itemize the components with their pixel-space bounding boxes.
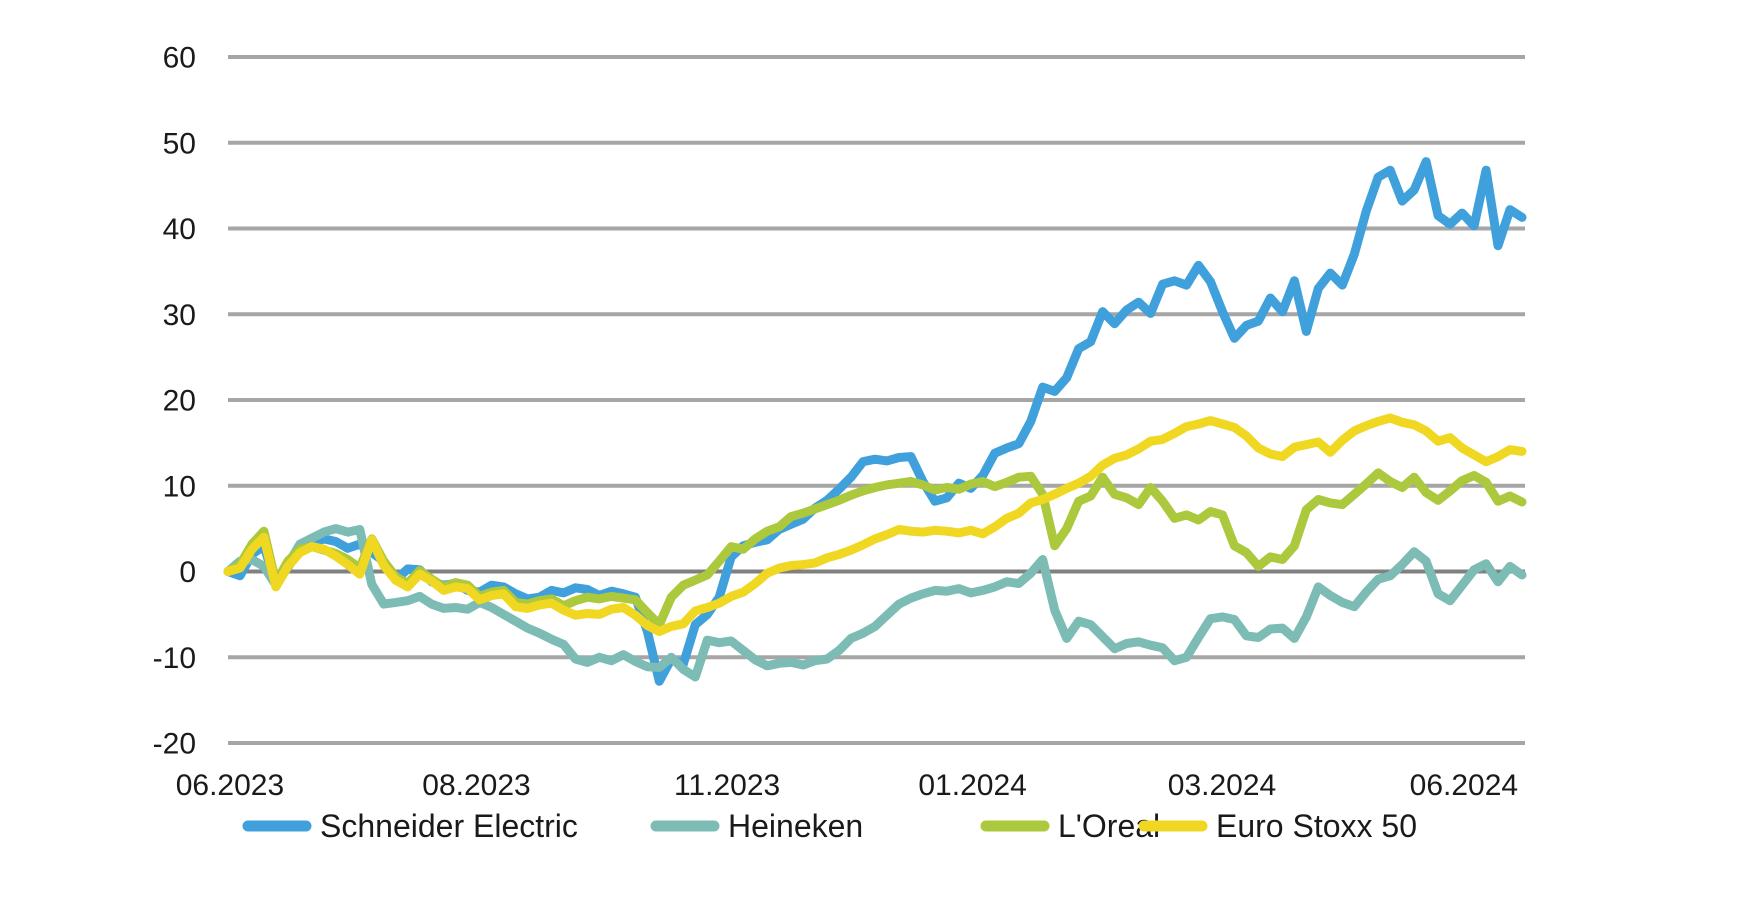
series-line-schneider-electric xyxy=(223,157,1527,686)
y-axis-tick-label: 0 xyxy=(179,556,196,589)
y-axis-tick-label: 10 xyxy=(163,470,196,503)
x-axis-tick-label: 08.2023 xyxy=(422,769,530,802)
y-axis-tick-label: -20 xyxy=(153,728,196,761)
x-axis-tick-label: 03.2024 xyxy=(1168,769,1276,802)
legend-label-heineken: Heineken xyxy=(728,808,863,844)
y-axis-tick-label: 60 xyxy=(163,42,196,75)
y-axis-tick-label: -10 xyxy=(153,642,196,675)
y-axis-tick-label: 50 xyxy=(163,127,196,160)
legend-label-euro-stoxx-50: Euro Stoxx 50 xyxy=(1216,808,1417,844)
y-axis-tick-label: 20 xyxy=(163,385,196,418)
series-line-heineken xyxy=(223,524,1527,682)
x-axis-tick-label: 11.2023 xyxy=(674,769,780,802)
series-line-euro-stoxx-50 xyxy=(223,413,1527,636)
y-axis-tick-label: 40 xyxy=(163,213,196,246)
x-axis-tick-label: 01.2024 xyxy=(918,769,1026,802)
x-axis-tick-label: 06.2024 xyxy=(1410,769,1518,802)
legend-label-schneider-electric: Schneider Electric xyxy=(320,808,578,844)
x-axis-tick-label: 06.2023 xyxy=(176,769,284,802)
y-axis-tick-label: 30 xyxy=(163,299,196,332)
